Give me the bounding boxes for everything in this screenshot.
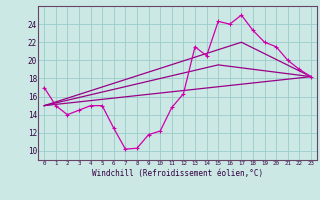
X-axis label: Windchill (Refroidissement éolien,°C): Windchill (Refroidissement éolien,°C) bbox=[92, 169, 263, 178]
